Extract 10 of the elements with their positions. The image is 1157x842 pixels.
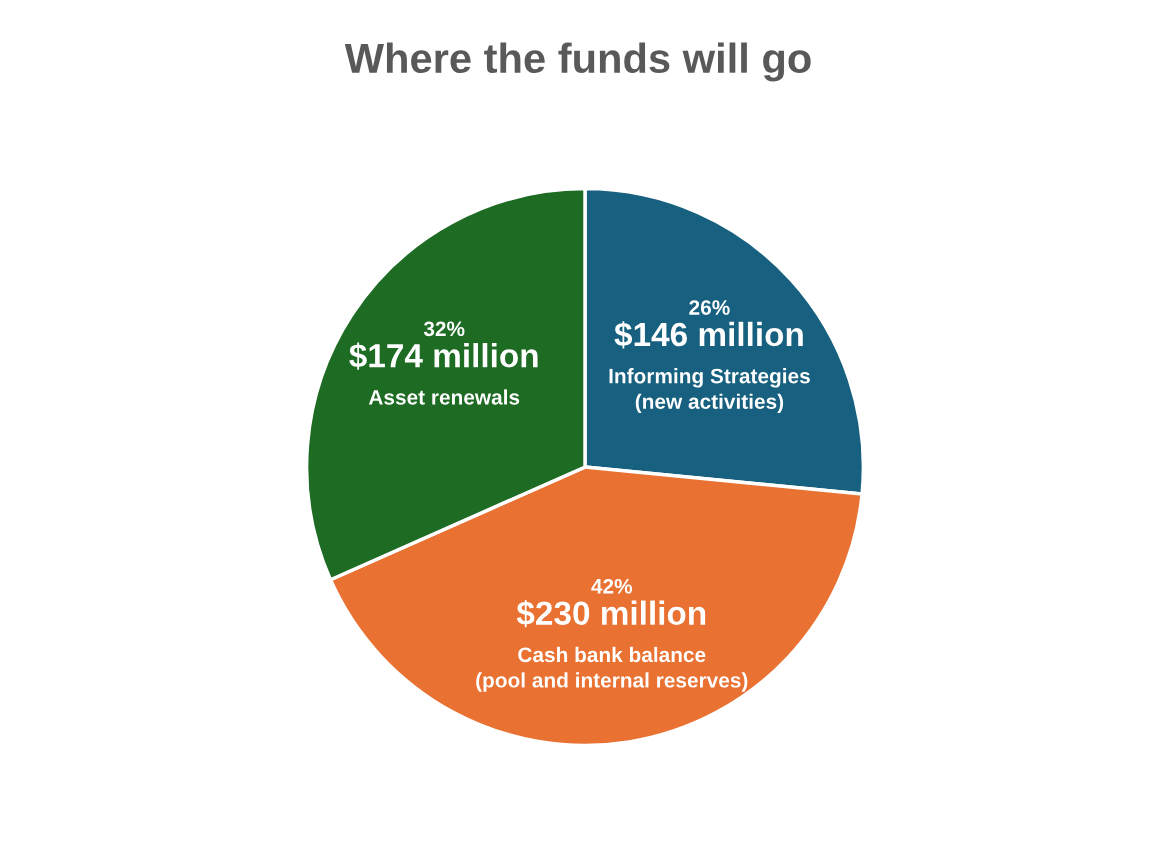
- data-label: $230 million: [516, 599, 706, 628]
- text: 32%: [423, 321, 465, 337]
- slice-label: Cash bank balance (pool and internal reserves): [476, 646, 748, 692]
- data-label: $146 million: [614, 321, 803, 349]
- data-label: $174 million: [349, 342, 538, 370]
- slice-label: Asset renewals: [368, 389, 520, 405]
- slice-label: Informing Strategies (new activities): [609, 368, 810, 414]
- chart-title: Where the funds will go: [344, 42, 811, 82]
- text: 42%: [591, 578, 633, 594]
- text: 26%: [689, 300, 730, 315]
